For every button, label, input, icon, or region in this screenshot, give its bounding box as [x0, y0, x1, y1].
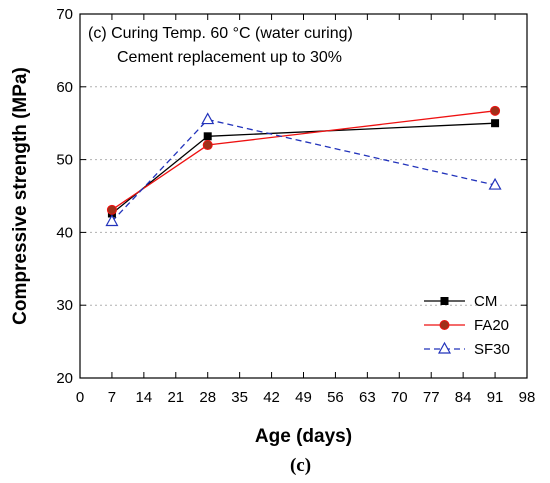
x-tick-label-35: 35 — [231, 389, 248, 406]
legend-label-fa20: FA20 — [474, 317, 509, 334]
legend-label-cm: CM — [474, 293, 497, 310]
data-point-cm-91 — [491, 119, 500, 128]
data-point-fa20-91 — [490, 105, 501, 116]
legend-marker-cm — [440, 297, 449, 305]
x-axis-title: Age (days) — [255, 426, 352, 447]
series-line-cm — [111, 122, 496, 214]
x-tick-label-28: 28 — [199, 389, 216, 406]
data-point-cm-28 — [203, 132, 212, 141]
plot-area-frame — [79, 13, 528, 379]
y-tick-label-40: 40 — [56, 224, 73, 241]
legend-label-sf30: SF30 — [474, 341, 510, 358]
y-tick-label-50: 50 — [56, 152, 73, 169]
data-point-sf30-28 — [201, 112, 215, 125]
chart-annotation-line-2: Cement replacement up to 30% — [117, 49, 342, 66]
x-tick-label-84: 84 — [455, 389, 472, 406]
series-lines — [111, 110, 496, 222]
x-tick-label-91: 91 — [487, 389, 504, 406]
figure-caption: (c) — [290, 455, 311, 476]
y-tick-label-60: 60 — [56, 79, 73, 96]
grid-lines — [80, 86, 527, 306]
legend-marker-fa20 — [439, 320, 450, 330]
x-tick-label-21: 21 — [167, 389, 184, 406]
x-tick-label-56: 56 — [327, 389, 344, 406]
chart-annotation-line-1: (c) Curing Temp. 60 °C (water curing) — [88, 25, 353, 42]
data-point-fa20-28 — [202, 140, 213, 151]
x-tick-label-42: 42 — [263, 389, 280, 406]
legend-marker-sf30 — [437, 341, 452, 354]
legend: CM FA20 SF30 — [424, 293, 510, 358]
x-tick-label-7: 7 — [108, 389, 116, 406]
series-markers — [105, 105, 502, 227]
x-tick-label-77: 77 — [423, 389, 440, 406]
y-tick-label-70: 70 — [56, 6, 73, 23]
x-tick-label-63: 63 — [359, 389, 376, 406]
x-tick-label-49: 49 — [295, 389, 312, 406]
axis-ticks: 0 7 14 21 28 35 42 49 56 63 70 77 84 91 98 20 30 40 50 60 70 — [56, 6, 535, 406]
x-tick-label-98: 98 — [519, 389, 536, 406]
y-tick-label-20: 20 — [56, 370, 73, 387]
y-axis-title: Compressive strength (MPa) — [10, 67, 31, 325]
x-tick-label-0: 0 — [76, 389, 84, 406]
x-tick-label-14: 14 — [136, 389, 153, 406]
data-point-sf30-91 — [488, 177, 502, 190]
data-point-fa20-7 — [106, 204, 117, 215]
data-point-sf30-7 — [105, 214, 119, 227]
x-tick-label-70: 70 — [391, 389, 408, 406]
y-tick-label-30: 30 — [56, 297, 73, 314]
